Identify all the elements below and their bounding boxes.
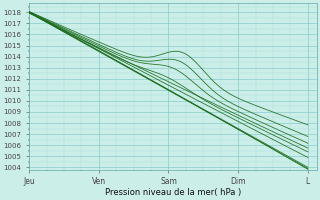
X-axis label: Pression niveau de la mer( hPa ): Pression niveau de la mer( hPa ) (105, 188, 241, 197)
